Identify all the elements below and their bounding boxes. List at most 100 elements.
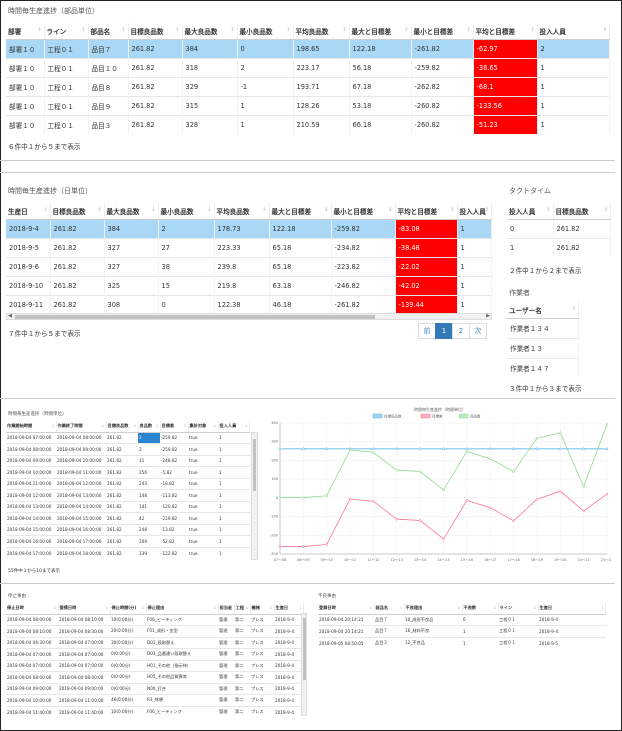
table-row[interactable]: 2018-09-04 11:00:00 2018-09-04 12:00:00 26…	[6, 477, 250, 490]
col-header[interactable]: 良品数 ↕	[138, 421, 161, 433]
col-header[interactable]: 停止理由 ↕	[146, 603, 219, 615]
col-header[interactable]: 登録日時 ↕	[318, 603, 375, 615]
table-row[interactable]: 2018-09-04 16:00:00 2018-09-04 17:00:00 26…	[6, 535, 250, 547]
sort-icon[interactable]: ↕	[43, 207, 48, 213]
sort-icon[interactable]: ↕	[404, 27, 409, 33]
col-header[interactable]: 機械 ↕	[250, 603, 275, 615]
scroll-thumb[interactable]	[15, 315, 375, 319]
scroll-right-icon[interactable]: ▶	[486, 313, 490, 319]
col-header[interactable]: 投入人員 ↕	[218, 421, 250, 433]
sort-icon[interactable]: ↕	[324, 207, 329, 213]
table-row[interactable]: 2018-09-04 20:14:21 品目７ 16_材料不良 1 工程０１ 2018-9…	[318, 625, 606, 637]
table-row[interactable]: 2018-09-04 12:00:00 2018-09-04 13:00:00 26…	[6, 489, 250, 501]
col-header[interactable]: 投入人員 ↕	[457, 203, 492, 220]
sort-icon[interactable]: ↕	[466, 27, 471, 33]
col-header[interactable]: 不良理由 ↕	[404, 603, 463, 615]
col-header[interactable]: 投入人員 ↕	[537, 23, 610, 40]
col-header[interactable]: 担当者 ↕	[218, 603, 235, 615]
sort-icon[interactable]: ↕	[530, 27, 535, 33]
sort-icon[interactable]: ↕	[245, 606, 249, 610]
scroll-thumb[interactable]	[303, 618, 306, 680]
table-row[interactable]: 部署１０ 工程０１ 品目１０ 261.82 318 2 223.17 56.18 -259.82…	[6, 57, 610, 77]
col-header[interactable]: 停止日時 ↕	[6, 603, 59, 615]
col-header[interactable]: 最大良品数 ↕	[182, 23, 238, 40]
sort-icon[interactable]: ↕	[51, 424, 55, 428]
sort-icon[interactable]: ↕	[81, 27, 86, 33]
scroll-left-icon[interactable]: ◀	[8, 313, 12, 319]
sort-icon[interactable]: ↕	[388, 207, 393, 213]
col-header[interactable]: 部品名 ↕	[374, 603, 405, 615]
sort-icon[interactable]: ↕	[602, 27, 607, 33]
table-row[interactable]: 1 261.82	[507, 237, 611, 257]
sort-icon[interactable]: ↕	[399, 606, 403, 610]
table-row[interactable]: 部署１０ 工程０１ 品目３ 261.82 328 1 210.59 66.18 -260.82-…	[6, 114, 610, 134]
table-row[interactable]: 2018-09-04 14:00:00 2018-09-04 15:00:00 26…	[6, 512, 250, 524]
table-row[interactable]: 2018-09-04 11:40:00 2018-09-04 11:40:00 10…	[6, 705, 304, 718]
col-header[interactable]: 最小と目標差 ↕	[331, 203, 396, 220]
prev-page-button[interactable]: 前	[418, 323, 436, 339]
sort-icon[interactable]: ↕	[121, 27, 126, 33]
sort-icon[interactable]: ↕	[286, 27, 291, 33]
col-header[interactable]: 不良数 ↕	[462, 603, 499, 615]
col-header[interactable]: 集計対象 ↕	[188, 421, 219, 433]
table-row[interactable]: 0 261.82	[507, 218, 611, 238]
sort-icon[interactable]: ↕	[101, 424, 105, 428]
sort-icon[interactable]: ↕	[342, 27, 347, 33]
table-row[interactable]: 2018-09-04 07:00:00 2018-09-04 07:00:00 0(…	[6, 648, 304, 660]
col-header[interactable]: 作業開始時間 ↕	[6, 421, 57, 433]
sort-icon[interactable]: ↕	[213, 424, 217, 428]
sort-icon[interactable]: ↕	[207, 207, 212, 213]
next-page-button[interactable]: 次	[469, 323, 487, 339]
col-header[interactable]: 生産日 ↕	[274, 603, 304, 615]
table-row[interactable]: 2018-09-04 07:00:00 2018-09-04 07:00:00 0(…	[6, 659, 304, 672]
table-row[interactable]: 作業者１３	[507, 337, 579, 358]
table-row[interactable]: 2018-09-04 10:00:00 2018-09-04 11:00:00 26…	[6, 466, 250, 478]
table-row[interactable]: 2018-9-5 261.82 327 27 223.33 65.18 -234.82 -38…	[6, 237, 492, 257]
col-header[interactable]: ライン ↕	[498, 603, 539, 615]
sort-icon[interactable]: ↕	[369, 606, 373, 610]
table-row[interactable]: 部署１０ 工程０１ 品目８ 261.82 329 -1 193.71 67.18 -262.82…	[6, 76, 610, 96]
scroll-thumb[interactable]	[253, 439, 256, 491]
sort-icon[interactable]: ↕	[151, 207, 156, 213]
table-row[interactable]: 作業者１４７	[507, 357, 579, 378]
col-header[interactable]: 生産日 ↕	[6, 203, 51, 220]
col-header[interactable]: 最小良品数 ↕	[158, 203, 215, 220]
col-header[interactable]: 生産日 ↕	[538, 603, 606, 615]
table-row[interactable]: 2018-09-04 10:00:00 2018-09-04 11:00:00 46…	[6, 694, 304, 706]
sort-icon[interactable]: ↕	[105, 606, 109, 610]
table-row[interactable]: 2018-09-04 15:00:00 2018-09-04 16:00:00 26…	[6, 523, 250, 536]
sort-icon[interactable]: ↕	[262, 207, 267, 213]
sort-icon[interactable]: ↕	[155, 424, 159, 428]
vertical-scrollbar[interactable]	[251, 432, 258, 560]
table-row[interactable]: 2018-09-04 07:00:00 2018-09-04 08:00:00 26…	[6, 431, 250, 444]
sort-icon[interactable]: ↕	[299, 606, 302, 610]
table-row[interactable]: 2018-9-10 261.82 325 15 219.8 63.18 -246.82 -42…	[6, 275, 492, 295]
sort-icon[interactable]: ↕	[269, 606, 273, 610]
table-row[interactable]: 作業者１３４	[507, 317, 579, 338]
sort-icon[interactable]: ↕	[213, 606, 217, 610]
table-row[interactable]: 2018-09-04 09:00:00 2018-09-04 10:00:00 26…	[6, 454, 250, 467]
table-row[interactable]: 2018-9-11 261.82 308 0 122.38 46.18 -261.82 -13…	[6, 294, 492, 314]
page-1-button[interactable]: 1	[435, 323, 453, 339]
col-header[interactable]: 目標良品数 ↕	[128, 23, 183, 40]
table-row[interactable]: 2018-09-04 13:00:00 2018-09-04 14:00:00 26…	[6, 500, 250, 513]
sort-icon[interactable]: ↕	[97, 207, 102, 213]
col-header[interactable]: 目標良品数 ↕	[50, 203, 105, 220]
col-header[interactable]: 目標良品数 ↕	[553, 203, 611, 220]
table-row[interactable]: 部署１０ 工程０１ 品目７ 261.82 384 0 198.65 122.18 -261.82…	[6, 38, 610, 58]
col-header[interactable]: 部署 ↕	[6, 23, 45, 40]
col-header[interactable]: 停止時間(分) ↕	[110, 603, 147, 615]
sort-icon[interactable]: ↕	[484, 207, 489, 213]
sort-icon[interactable]: ↕	[133, 424, 137, 428]
col-header[interactable]: 復帰日時 ↕	[58, 603, 111, 615]
table-row[interactable]: 2018-09-04 08:00:00 2018-09-04 08:10:00 10…	[6, 613, 304, 626]
col-header[interactable]: 目標差 ↕	[160, 421, 189, 433]
horizontal-scrollbar[interactable]: ◀ ▶	[6, 313, 492, 320]
sort-icon[interactable]: ↕	[603, 207, 608, 213]
sort-icon[interactable]: ↕	[230, 27, 235, 33]
col-header[interactable]: 平均良品数 ↕	[293, 23, 350, 40]
table-row[interactable]: 2018-9-6 261.82 327 38 239.8 65.18 -223.82 -22.…	[6, 256, 492, 276]
sort-icon[interactable]: ↕	[175, 27, 180, 33]
col-header[interactable]: 工程 ↕	[234, 603, 251, 615]
col-header[interactable]: 作業終了時間 ↕	[56, 421, 107, 433]
